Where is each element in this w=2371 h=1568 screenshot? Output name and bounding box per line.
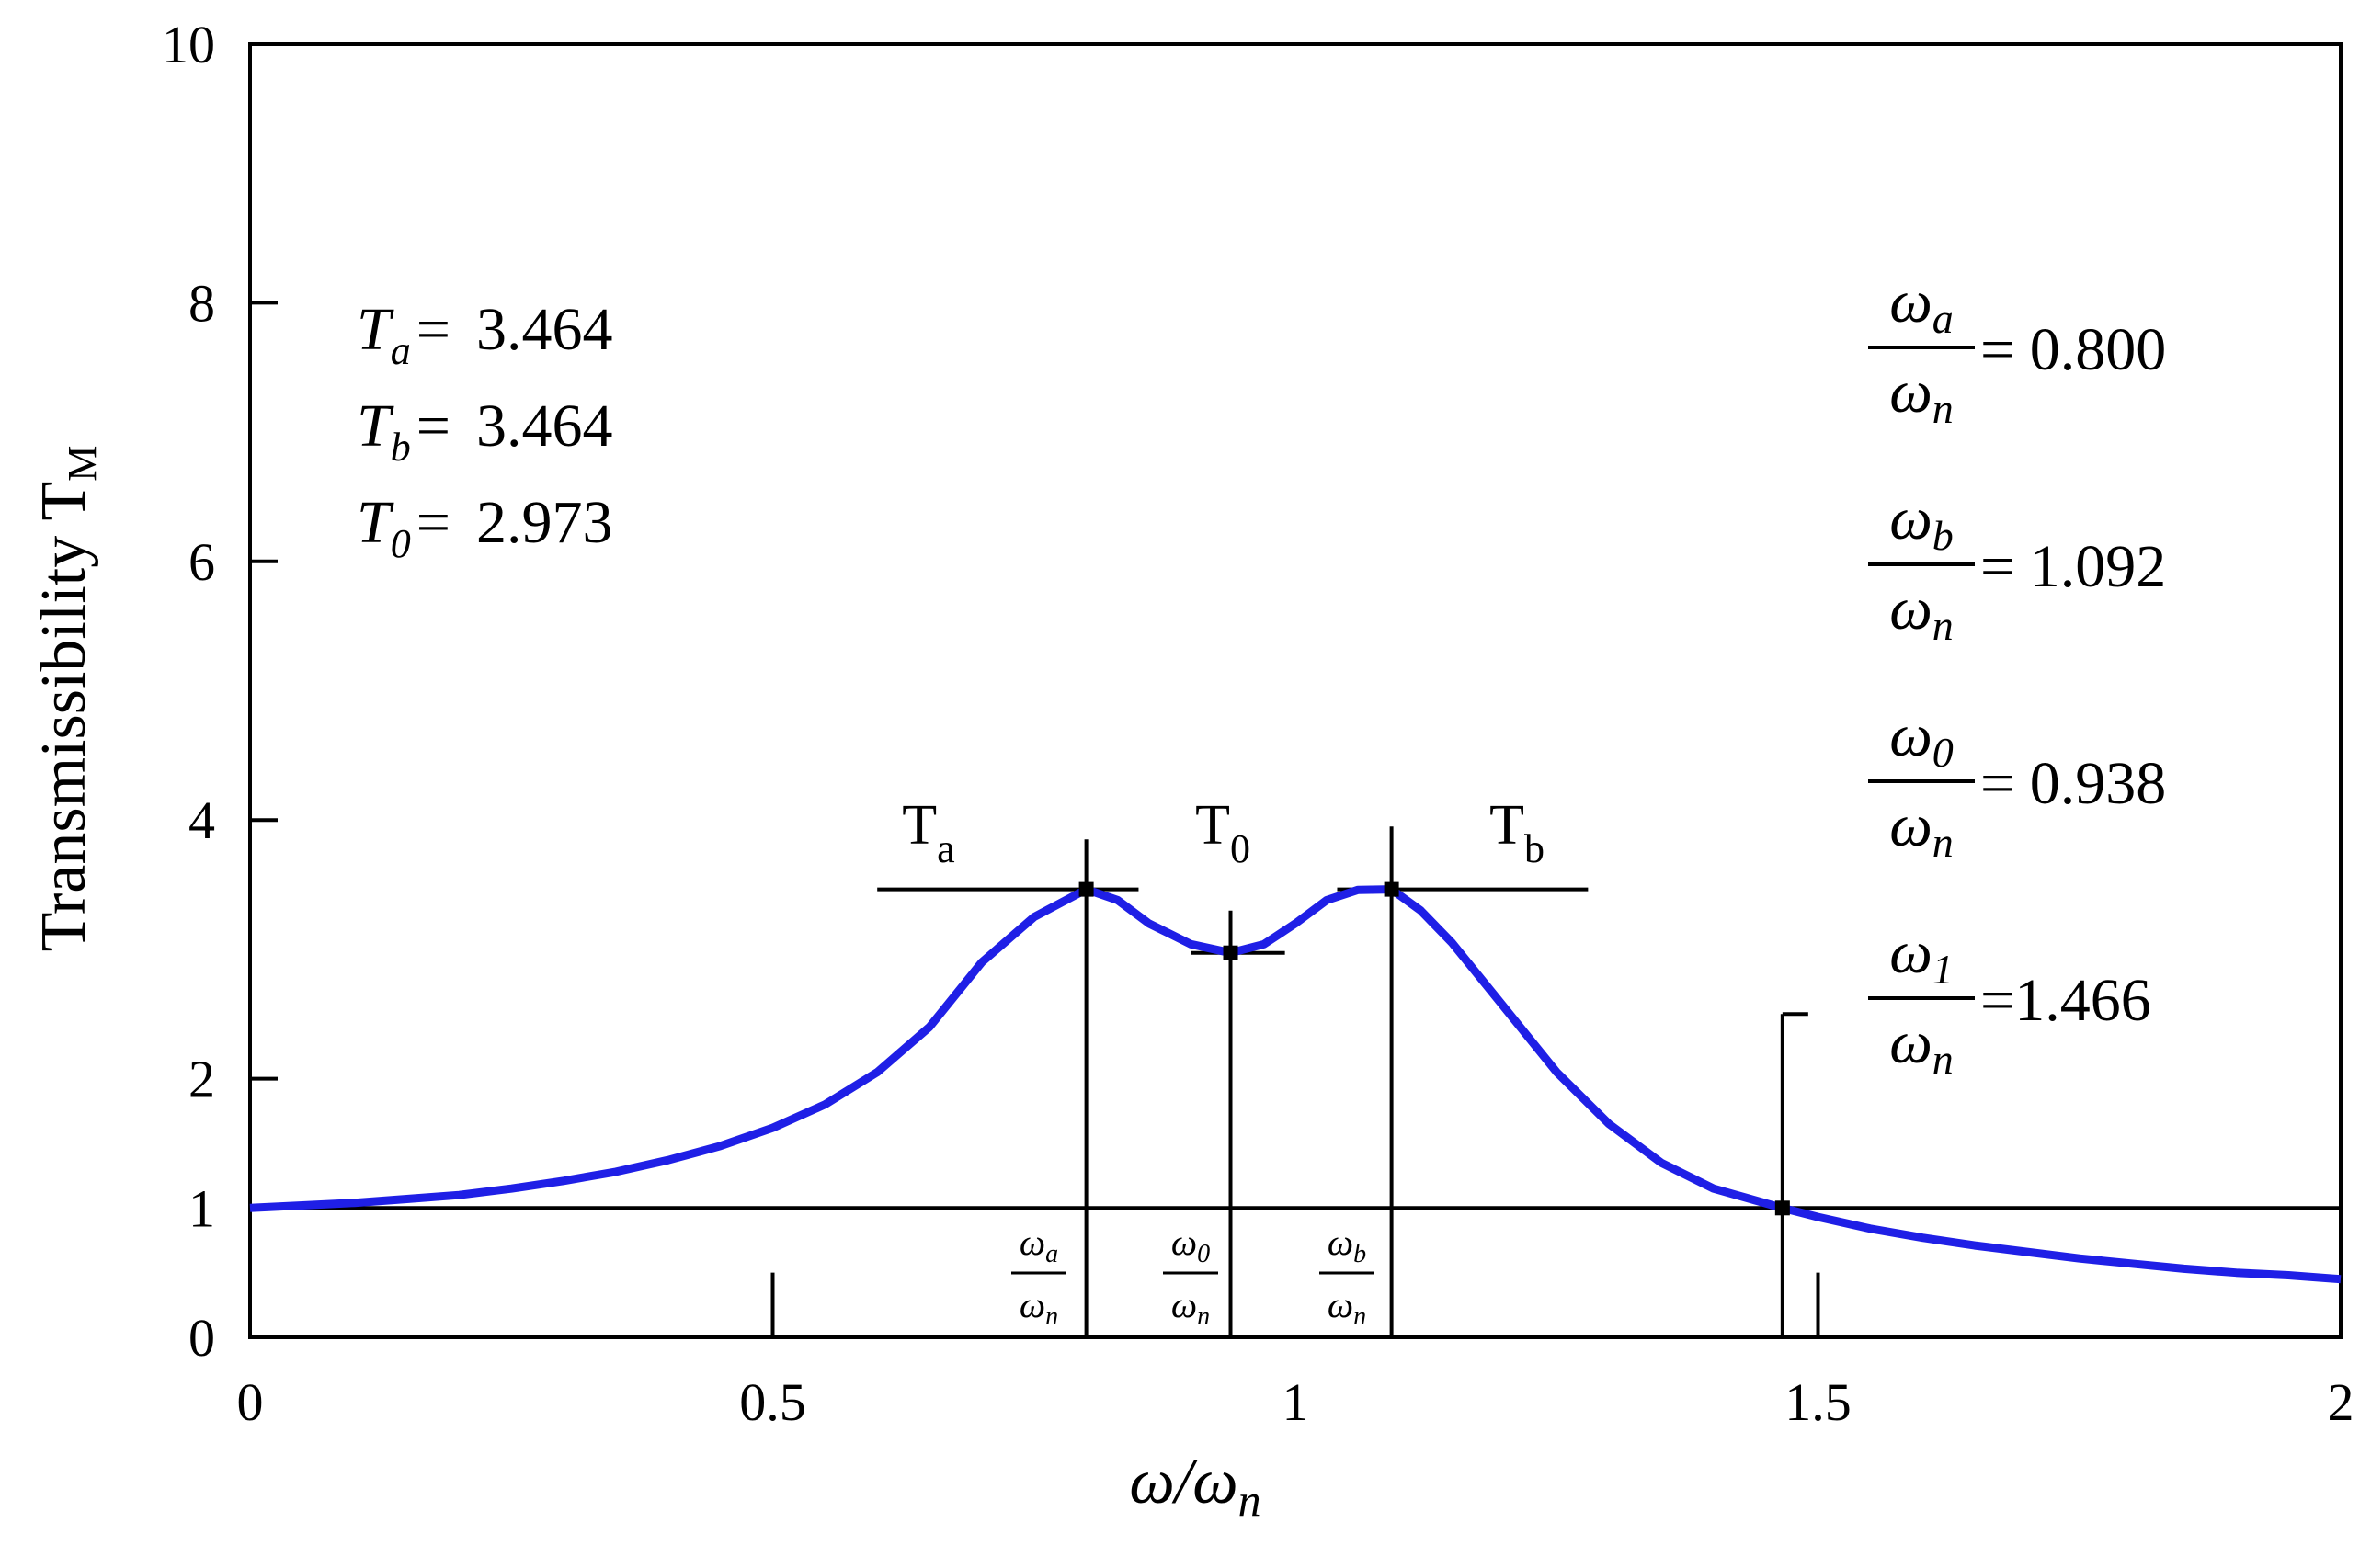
fraction-numerator: ωb [1889, 485, 1954, 559]
fraction-numerator: ωb [1328, 1221, 1366, 1268]
peak-label: T0 [1195, 794, 1250, 871]
left-annotation: Tb= 3.464 [357, 392, 612, 470]
y-tick-label: 8 [188, 273, 215, 333]
key-point-marker [1384, 881, 1399, 897]
fraction-value: = 0.938 [1980, 750, 2166, 817]
y-tick-label: 10 [162, 15, 215, 74]
fraction-value: = 1.092 [1980, 533, 2166, 600]
right-annotation: ω1 ωn =1.466 [1868, 919, 2151, 1083]
fraction-denominator: ωn [1171, 1284, 1210, 1331]
y-tick-label: 1 [188, 1178, 215, 1238]
x-tick-label: 1 [1282, 1372, 1309, 1432]
left-annotation: T0= 2.973 [357, 489, 612, 566]
key-point-marker [1078, 881, 1094, 897]
omega-b-small-label: ωb ωn [1319, 1221, 1374, 1331]
fraction-value: = 0.800 [1980, 316, 2166, 383]
fraction-denominator: ωn [1328, 1284, 1366, 1331]
fraction-numerator: ω1 [1889, 919, 1954, 993]
fraction-numerator: ωa [1889, 268, 1954, 342]
y-tick-label: 2 [188, 1050, 215, 1109]
key-point-marker [1223, 945, 1238, 960]
omega-a-small-label: ωa ωn [1011, 1221, 1066, 1331]
fraction-denominator: ωn [1889, 792, 1954, 866]
right-annotation: ωa ωn = 0.800 [1868, 268, 2166, 432]
x-tick-label: 2 [2328, 1372, 2354, 1432]
plot-frame [248, 42, 2343, 1339]
y-axis-title: Transmissibility TM [28, 446, 105, 952]
fraction-denominator: ωn [1889, 358, 1954, 432]
fraction-value: =1.466 [1980, 967, 2151, 1034]
y-tick-label: 0 [188, 1308, 215, 1368]
y-tick-label: 6 [188, 532, 215, 592]
x-axis-title: ω/ωn [1129, 1447, 1260, 1526]
fraction-numerator: ωa [1020, 1221, 1058, 1268]
fraction-numerator: ω0 [1889, 702, 1954, 776]
fraction-numerator: ω0 [1171, 1221, 1210, 1268]
omega-0-small-label: ω0 ωn [1163, 1221, 1218, 1331]
left-annotation: Ta= 3.464 [357, 296, 612, 373]
fraction-denominator: ωn [1020, 1284, 1058, 1331]
peak-label: Ta [902, 794, 954, 871]
right-annotation: ωb ωn = 1.092 [1868, 485, 2166, 649]
fraction-denominator: ωn [1889, 1009, 1954, 1083]
fraction-denominator: ωn [1889, 575, 1954, 649]
x-tick-label: 1.5 [1784, 1372, 1852, 1432]
key-point-marker [1774, 1200, 1790, 1216]
y-tick-label: 4 [188, 790, 215, 850]
right-annotation: ω0 ωn = 0.938 [1868, 702, 2166, 866]
x-tick-label: 0.5 [739, 1372, 806, 1432]
x-tick-label: 0 [237, 1372, 264, 1432]
transmissibility-curve [249, 885, 2342, 1284]
peak-label: Tb [1489, 794, 1545, 871]
